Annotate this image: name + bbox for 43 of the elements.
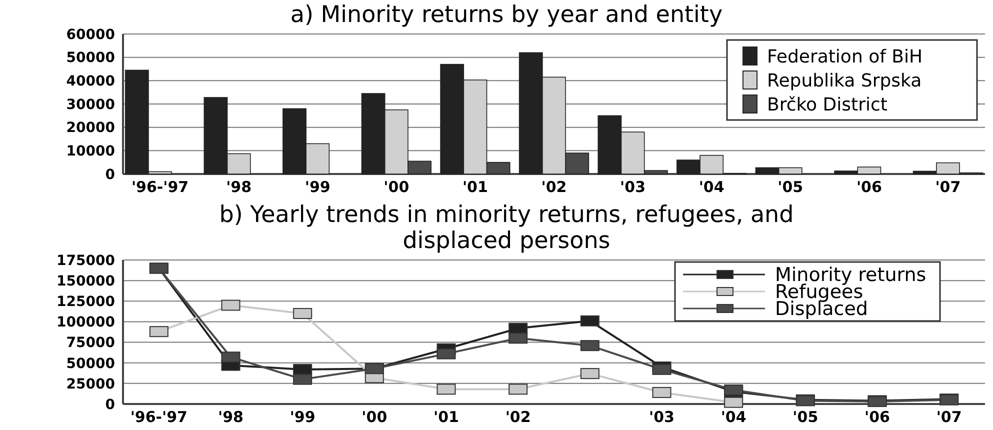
y-tick-label: 0 [105,166,116,183]
x-tick-label: '01 [462,178,488,196]
x-tick-label: '01 [434,408,459,426]
y-tick-label: 125000 [56,294,116,310]
legend-label: Federation of BiH [767,46,923,68]
x-tick-label: '98 [218,408,244,426]
x-tick-label: '07 [936,408,962,426]
y-tick-label: 100000 [56,314,116,331]
x-tick-label: '04 [720,408,746,426]
chart-title: b) Yearly trends in minority returns, refugees, and displaced persons [219,202,794,254]
x-tick-label: '06 [856,178,882,196]
y-tick-label: 75000 [66,335,116,352]
x-tick-label: '03 [649,408,674,426]
x-tick-label: '98 [226,178,252,196]
x-tick-label: '04 [698,178,724,196]
y-tick-label: 150000 [56,273,116,290]
x-tick-label: '03 [620,178,646,196]
y-tick-label: 50000 [66,356,116,372]
x-tick-label: '00 [384,178,410,196]
y-tick-label: 60000 [66,26,116,43]
legend-label: Republika Srpska [767,70,922,92]
y-tick-label: 175000 [56,252,116,269]
x-tick-label: '96-'97 [130,408,188,426]
x-tick-label: '07 [935,178,961,196]
x-tick-label: '99 [304,178,330,196]
x-tick-label: '00 [362,408,388,426]
legend-label: Minority returns [775,264,926,286]
legend-label: Brčko District [767,94,888,116]
x-tick-label: '05 [778,178,804,196]
y-tick-label: 30000 [66,96,116,113]
x-tick-label: '05 [792,408,818,426]
y-tick-label: 25000 [66,376,116,392]
y-tick-label: 40000 [66,74,116,90]
y-tick-label: 50000 [66,50,116,66]
chart-title: a) Minority returns by year and entity [290,2,723,28]
y-tick-label: 10000 [66,144,116,160]
y-tick-label: 20000 [66,120,116,136]
x-tick-label: '06 [864,408,890,426]
y-tick-label: 0 [105,396,116,413]
x-tick-label: '02 [505,408,531,426]
x-tick-label: '02 [541,178,567,196]
x-tick-label: '96-'97 [131,178,189,196]
x-tick-label: '99 [290,408,316,426]
